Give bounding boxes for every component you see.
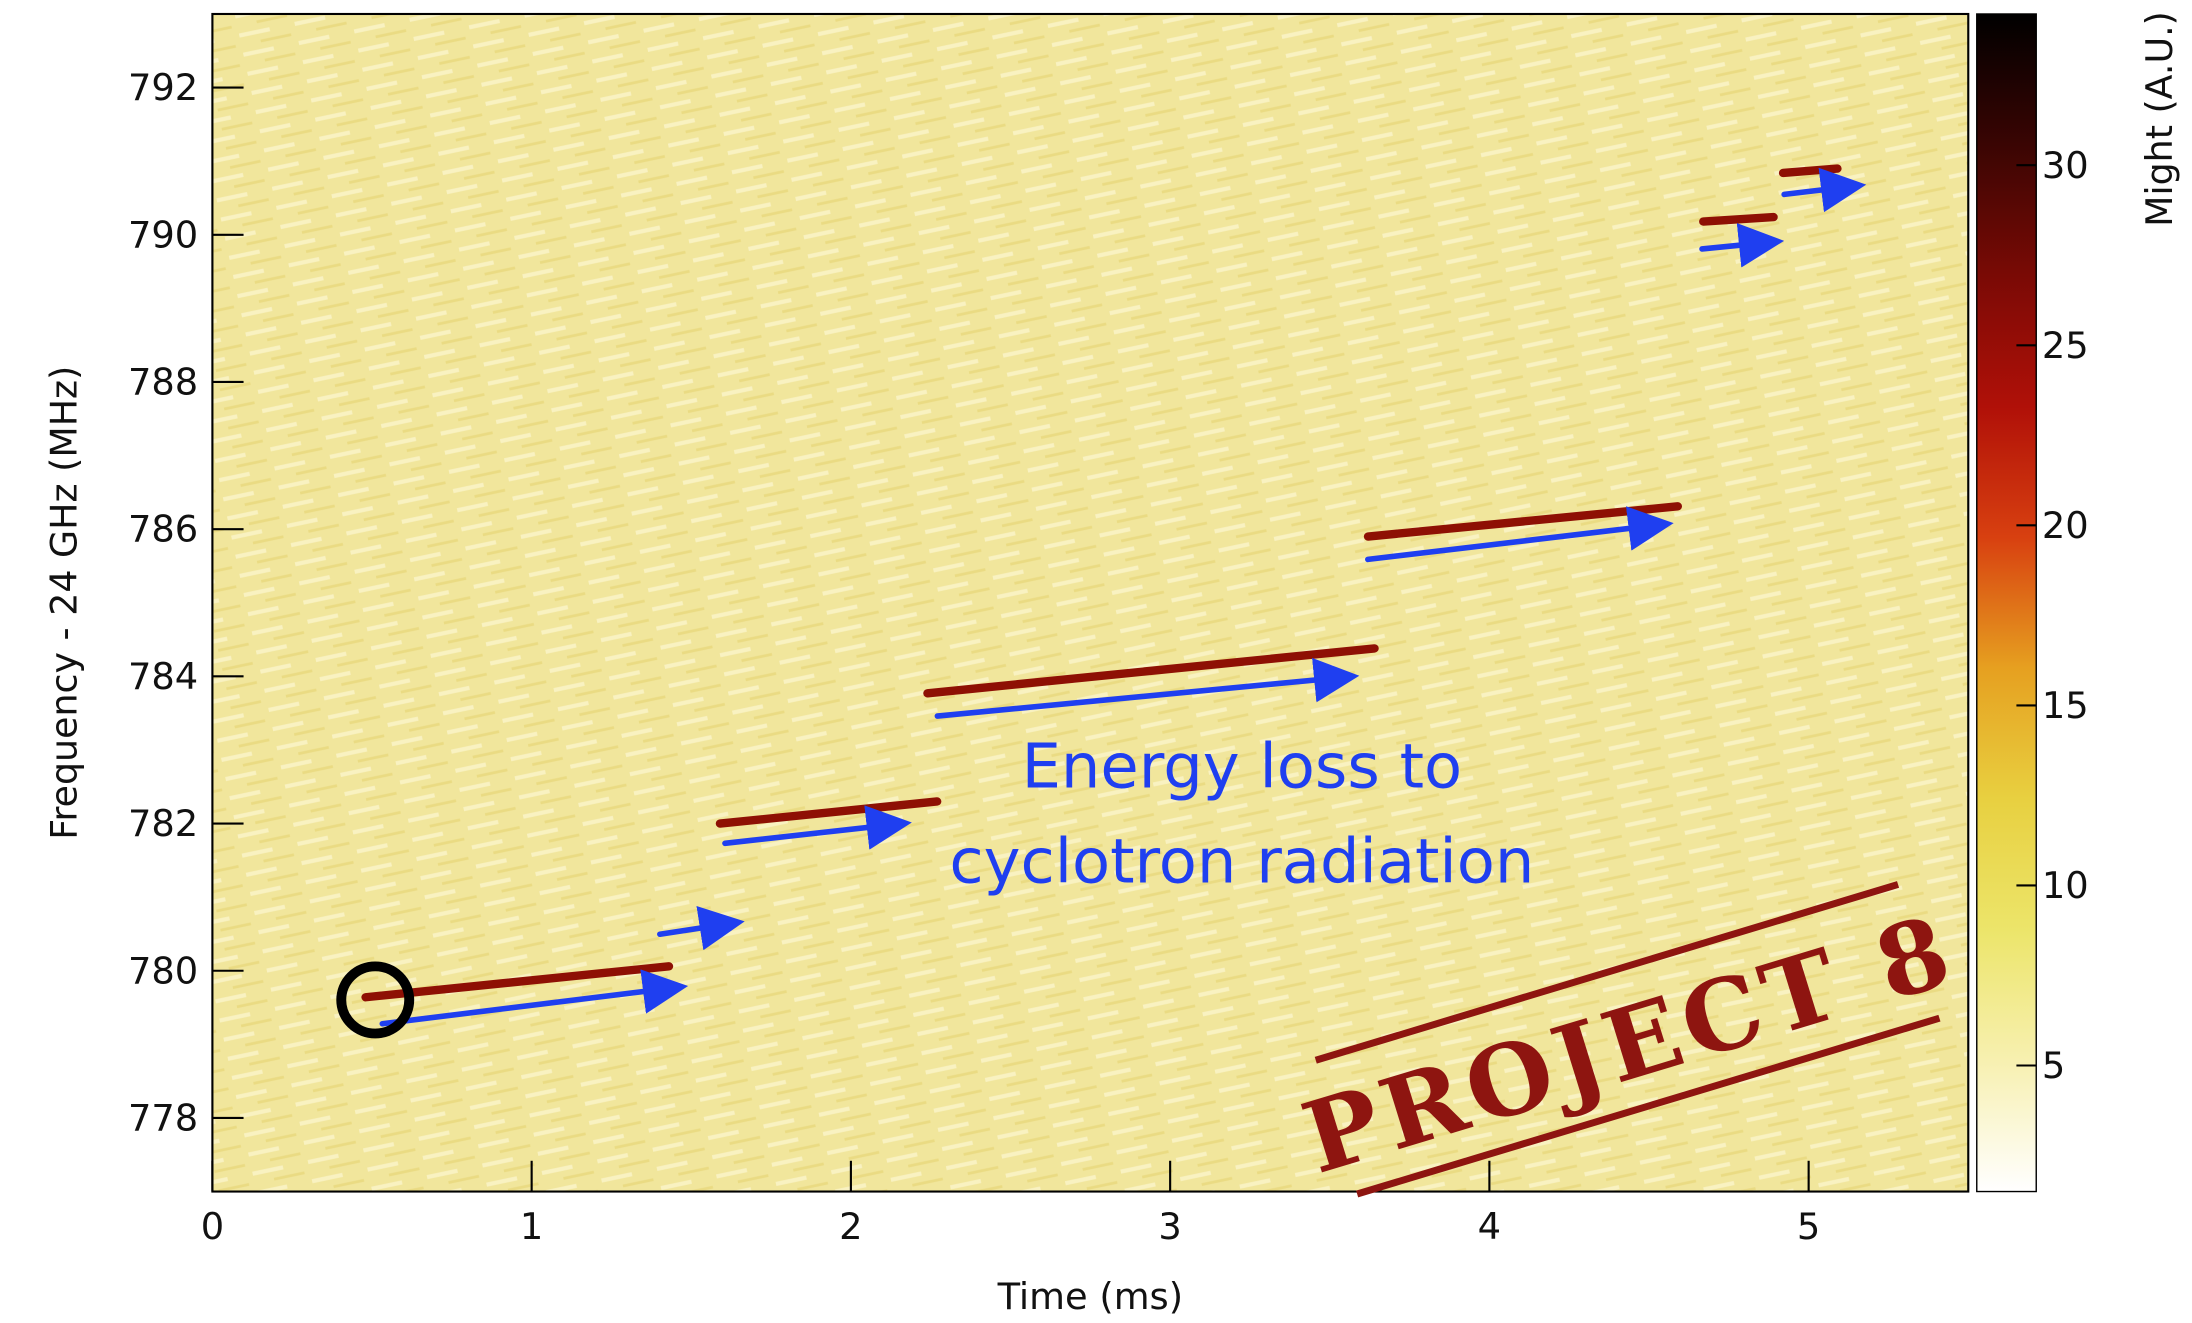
y-tick-label: 780 bbox=[128, 950, 198, 993]
colorbar-tick-label: 20 bbox=[2042, 504, 2089, 547]
track bbox=[1699, 212, 1778, 226]
colorbar-tick-label: 5 bbox=[2042, 1044, 2065, 1087]
x-tick-label: 5 bbox=[1797, 1205, 1820, 1248]
start-marker bbox=[336, 961, 415, 1039]
y-tick-label: 792 bbox=[128, 66, 198, 109]
arrows bbox=[379, 167, 1867, 1027]
arrow bbox=[934, 657, 1360, 719]
x-tick-label: 3 bbox=[1158, 1205, 1181, 1248]
annotation: Energy loss to bbox=[1022, 731, 1463, 803]
annotation: cyclotron radiation bbox=[949, 826, 1534, 898]
plot-frame bbox=[211, 12, 1970, 1193]
track bbox=[715, 797, 942, 828]
colorbar-tick-label: 10 bbox=[2042, 864, 2089, 907]
arrow bbox=[657, 906, 745, 951]
track bbox=[361, 962, 674, 1002]
y-tick-label: 786 bbox=[128, 508, 198, 551]
x-tick-label: 2 bbox=[839, 1205, 862, 1248]
y-tick-label: 782 bbox=[128, 802, 198, 845]
track bbox=[1778, 164, 1842, 178]
colorbar bbox=[1976, 13, 2037, 1193]
colorbar-tick-label: 30 bbox=[2042, 144, 2089, 187]
arrow bbox=[1365, 506, 1674, 563]
noise-texture bbox=[212, 13, 1969, 1192]
x-tick-label: 0 bbox=[201, 1205, 224, 1248]
colorbar-tick-label: 15 bbox=[2042, 684, 2089, 727]
y-axis-label: Frequency - 24 GHz (MHz) bbox=[42, 366, 85, 840]
arrow bbox=[722, 805, 912, 850]
arrow bbox=[1699, 223, 1785, 268]
track bbox=[923, 644, 1379, 698]
y-tick-label: 784 bbox=[128, 655, 198, 698]
y-tick-label: 778 bbox=[128, 1097, 198, 1140]
arrow bbox=[379, 969, 689, 1027]
colorbar-tick-label: 25 bbox=[2042, 324, 2089, 367]
colorbar-label: Might (A.U.) bbox=[2138, 11, 2181, 227]
x-axis-label: Time (ms) bbox=[997, 1275, 1184, 1318]
x-tick-label: 4 bbox=[1478, 1205, 1501, 1248]
arrow bbox=[1781, 167, 1867, 213]
x-tick-label: 1 bbox=[520, 1205, 543, 1248]
y-tick-label: 790 bbox=[128, 214, 198, 257]
y-tick-label: 788 bbox=[128, 361, 198, 404]
